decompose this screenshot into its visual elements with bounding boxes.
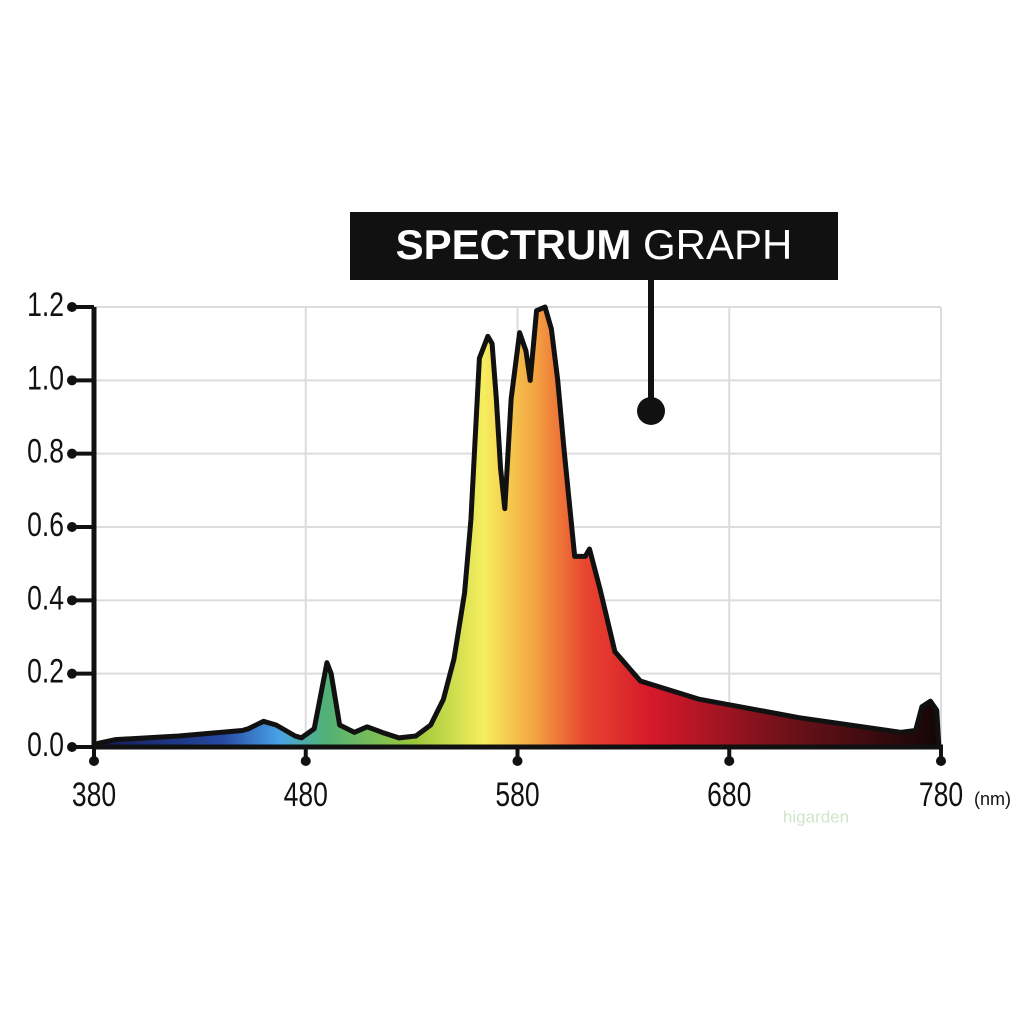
y-tick-label: 0.8 [27, 433, 64, 471]
title-box [350, 212, 838, 280]
x-tick-dot [936, 756, 946, 766]
title-regular: GRAPH [643, 221, 792, 268]
x-tick-dot [89, 756, 99, 766]
x-tick-label: 680 [707, 776, 751, 814]
x-tick-dot [724, 756, 735, 766]
title-pointer-dot [637, 397, 665, 425]
x-tick-label: 380 [72, 776, 116, 814]
chart-title: SPECTRUM GRAPH [396, 221, 793, 268]
x-tick-dot [512, 756, 523, 766]
y-tick-label: 0.0 [27, 726, 64, 764]
y-tick-label: 0.4 [27, 579, 64, 617]
y-tick-label: 0.6 [27, 506, 64, 544]
x-tick-label: 780 [919, 776, 963, 814]
y-tick-label: 1.2 [27, 286, 64, 324]
x-tick-label: 580 [495, 776, 539, 814]
y-tick-label: 1.0 [27, 359, 64, 397]
x-tick-dot [300, 756, 311, 766]
title-bold: SPECTRUM [396, 221, 632, 268]
x-unit: (nm) [974, 789, 1011, 809]
watermark: higarden [783, 807, 849, 826]
spectrum-area [95, 304, 942, 750]
x-tick-label: 480 [284, 776, 328, 814]
y-tick-label: 0.2 [27, 653, 64, 691]
